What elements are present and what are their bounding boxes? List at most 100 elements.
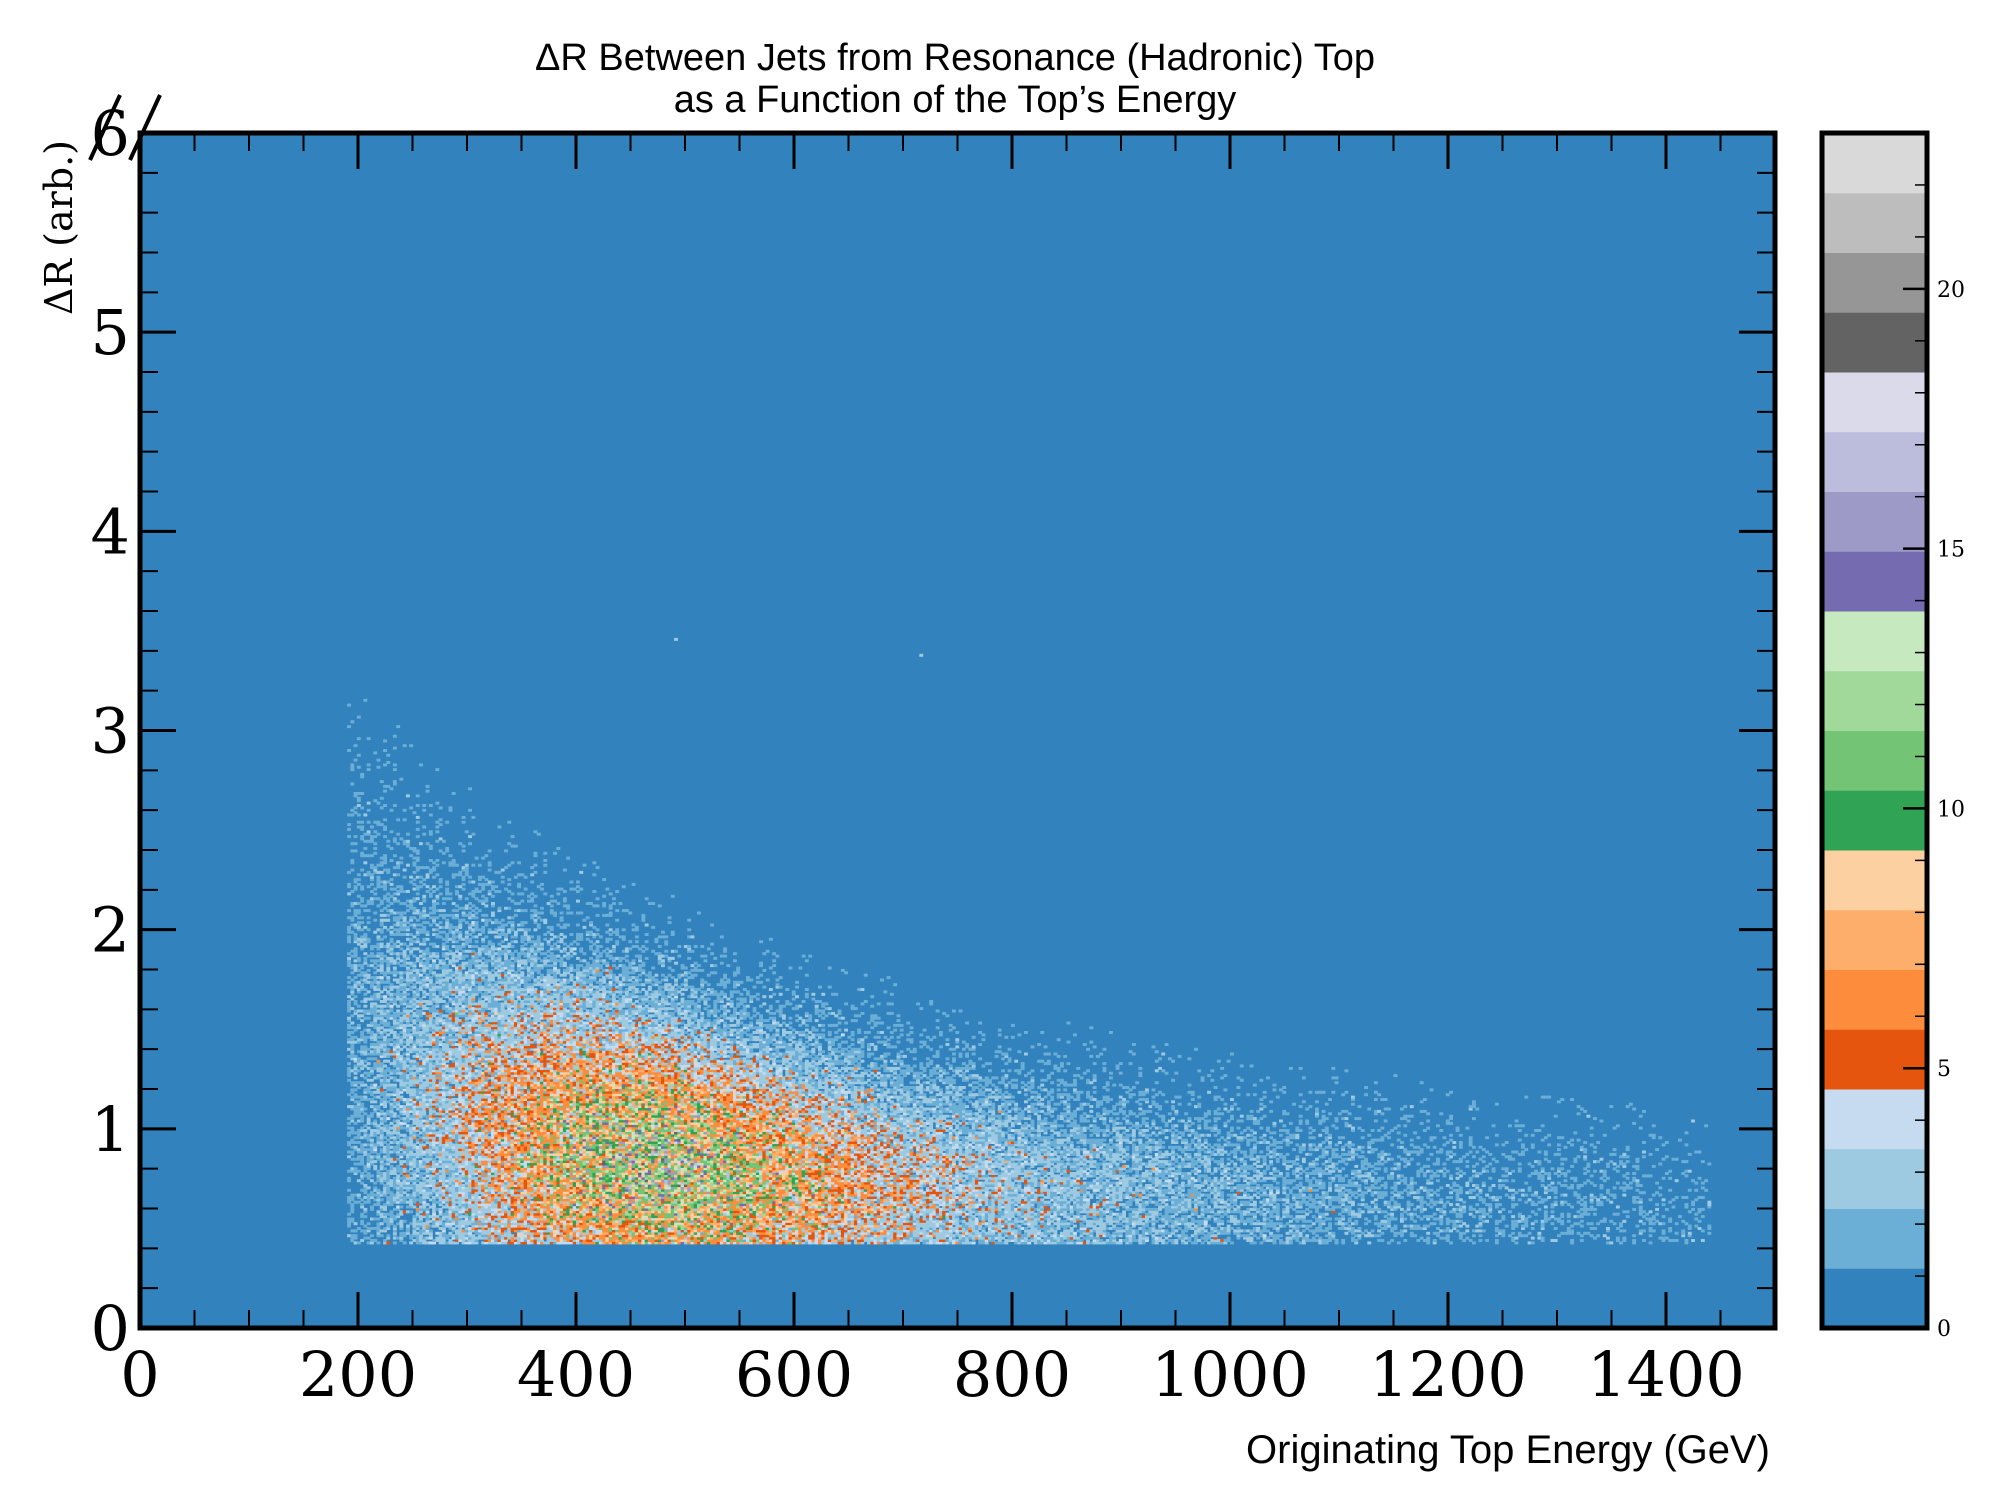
heatmap-cell <box>363 997 368 1001</box>
heatmap-cell <box>448 1124 453 1128</box>
heatmap-cell <box>438 1181 443 1185</box>
heatmap-cell <box>389 1172 394 1175</box>
heatmap-cell <box>386 1186 391 1190</box>
heatmap-cell <box>356 980 361 984</box>
heatmap-cell <box>438 1186 443 1190</box>
heatmap-cell <box>435 1019 440 1023</box>
heatmap-cell <box>445 921 450 925</box>
heatmap-cell <box>422 1176 427 1180</box>
heatmap-cell <box>412 1143 417 1147</box>
heatmap-cell <box>428 916 433 920</box>
heatmap-cell <box>350 782 355 786</box>
heatmap-cell <box>402 1150 407 1154</box>
heatmap-cell <box>415 933 420 936</box>
heatmap-cell <box>399 1054 404 1058</box>
heatmap-cell <box>366 832 371 836</box>
heatmap-cell <box>448 1222 453 1226</box>
heatmap-cell <box>422 1098 427 1101</box>
heatmap-cell <box>402 918 407 922</box>
heatmap-cell <box>363 861 368 865</box>
heatmap-cell <box>386 980 391 984</box>
heatmap-cell <box>363 904 368 908</box>
heatmap-cell <box>419 1191 423 1195</box>
heatmap-cell <box>392 1217 397 1221</box>
heatmap-cell <box>383 1126 387 1130</box>
heatmap-cell <box>412 1112 417 1116</box>
heatmap-cell <box>370 1071 374 1075</box>
heatmap-cell <box>409 1050 414 1054</box>
heatmap-cell <box>438 837 443 841</box>
heatmap-cell <box>373 1007 378 1011</box>
heatmap-cell <box>422 1081 427 1085</box>
heatmap-cell <box>441 1109 446 1113</box>
heatmap-cell <box>370 1207 374 1211</box>
heatmap-cell <box>396 971 401 975</box>
heatmap-cell <box>435 1023 440 1027</box>
heatmap-cell <box>363 1098 368 1101</box>
heatmap-cell <box>415 1236 420 1240</box>
heatmap-cell <box>376 1126 381 1130</box>
heatmap-cell <box>428 1174 433 1178</box>
heatmap-cell <box>445 913 450 917</box>
heatmap-cell <box>383 995 387 999</box>
heatmap-cell <box>448 1152 453 1156</box>
heatmap-cell <box>386 909 391 913</box>
heatmap-cell <box>412 1090 417 1094</box>
heatmap-cell <box>356 715 361 719</box>
heatmap-cell <box>396 921 401 925</box>
heatmap-cell <box>386 971 391 975</box>
heatmap-cell <box>432 904 436 908</box>
heatmap-cell <box>441 1212 446 1216</box>
heatmap-cell <box>412 1121 417 1125</box>
heatmap-cell <box>412 870 417 874</box>
heatmap-cell <box>428 1205 433 1209</box>
heatmap-cell <box>383 1155 387 1159</box>
heatmap-cell <box>402 1198 407 1202</box>
heatmap-cell <box>376 765 381 769</box>
heatmap-cell <box>412 1021 417 1025</box>
heatmap-cell <box>350 1234 355 1238</box>
heatmap-cell <box>383 1188 387 1192</box>
heatmap-cell <box>379 1064 384 1068</box>
heatmap-cell <box>376 878 381 882</box>
heatmap-cell <box>406 1102 410 1106</box>
heatmap-cell <box>419 983 423 987</box>
heatmap-cell <box>412 1004 417 1008</box>
heatmap-cell <box>428 971 433 975</box>
heatmap-cell <box>419 1021 423 1025</box>
heatmap-cell <box>392 1141 397 1144</box>
heatmap-cell <box>366 737 371 741</box>
heatmap-cell <box>438 1043 443 1046</box>
heatmap-cell <box>402 959 407 963</box>
heatmap-cell <box>383 925 387 929</box>
heatmap-cell <box>412 1164 417 1168</box>
heatmap-cell <box>373 995 378 999</box>
heatmap-cell <box>363 1088 368 1092</box>
heatmap-cell <box>412 1059 417 1063</box>
heatmap-cell <box>402 1234 407 1238</box>
heatmap-cell <box>435 1086 440 1089</box>
heatmap-cell <box>379 1011 384 1015</box>
heatmap-cell <box>419 1215 423 1219</box>
heatmap-cell <box>419 1038 423 1042</box>
heatmap-cell <box>441 1145 446 1149</box>
heatmap-cell <box>350 1081 355 1085</box>
heatmap-cell <box>425 1224 430 1228</box>
heatmap-cell <box>399 1205 404 1209</box>
heatmap-cell <box>438 1236 443 1240</box>
heatmap-cell <box>356 1196 361 1199</box>
heatmap-cell <box>383 789 387 793</box>
heatmap-cell <box>360 1000 365 1003</box>
heatmap-cell <box>370 1155 374 1159</box>
heatmap-cell <box>445 933 450 936</box>
heatmap-cell <box>484 897 489 901</box>
heatmap-cell <box>441 968 446 972</box>
heatmap-cell <box>383 918 387 922</box>
heatmap-cell <box>438 1136 443 1140</box>
heatmap-cell <box>425 1043 430 1046</box>
heatmap-cell <box>396 1150 401 1154</box>
heatmap-cell <box>383 1004 387 1008</box>
heatmap-cell <box>448 923 453 927</box>
heatmap-cell <box>422 956 427 960</box>
heatmap-cell <box>419 923 423 927</box>
